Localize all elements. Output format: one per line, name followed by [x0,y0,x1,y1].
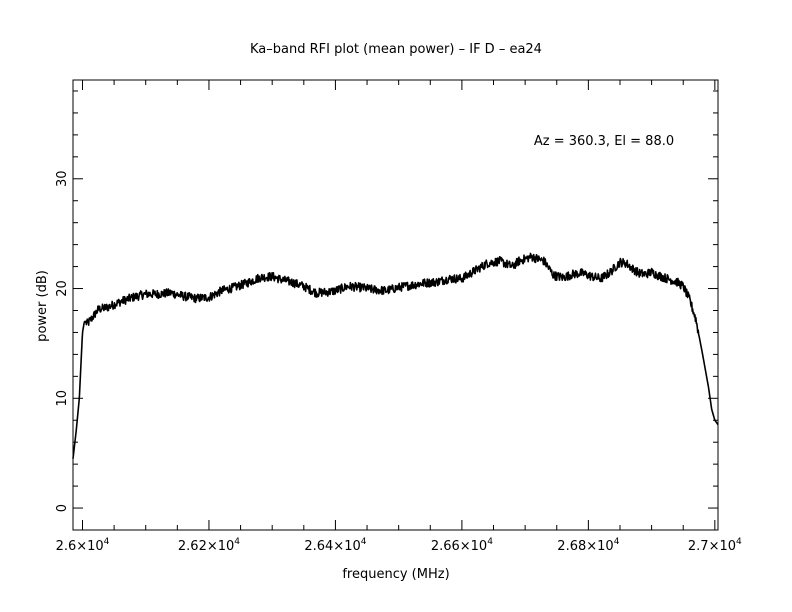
y-tick-label: 0 [55,504,70,512]
x-tick-label: 2.7×104 [688,537,742,554]
chart-title: Ka–band RFI plot (mean power) – IF D – e… [250,42,542,57]
y-tick-label: 10 [55,390,70,407]
x-tick-label: 2.6×104 [56,537,110,554]
y-axis-label: power (dB) [35,270,50,342]
x-tick-label: 2.68×104 [557,537,619,554]
x-tick-label: 2.62×104 [178,537,240,554]
axis-tick-labels: 2.6×104 2.62×104 2.64×104 2.66×104 2.68×104 2… [55,171,742,554]
plot-frame [72,79,719,531]
y-tick-label: 30 [55,171,70,188]
mean-power-line [72,252,719,459]
axis-ticks [73,80,718,531]
y-tick-label: 20 [55,280,70,297]
x-axis-label: frequency (MHz) [342,567,449,582]
x-tick-label: 2.64×104 [304,537,366,554]
az-el-annotation: Az = 360.3, El = 88.0 [534,134,674,149]
x-tick-label: 2.66×104 [431,537,493,554]
